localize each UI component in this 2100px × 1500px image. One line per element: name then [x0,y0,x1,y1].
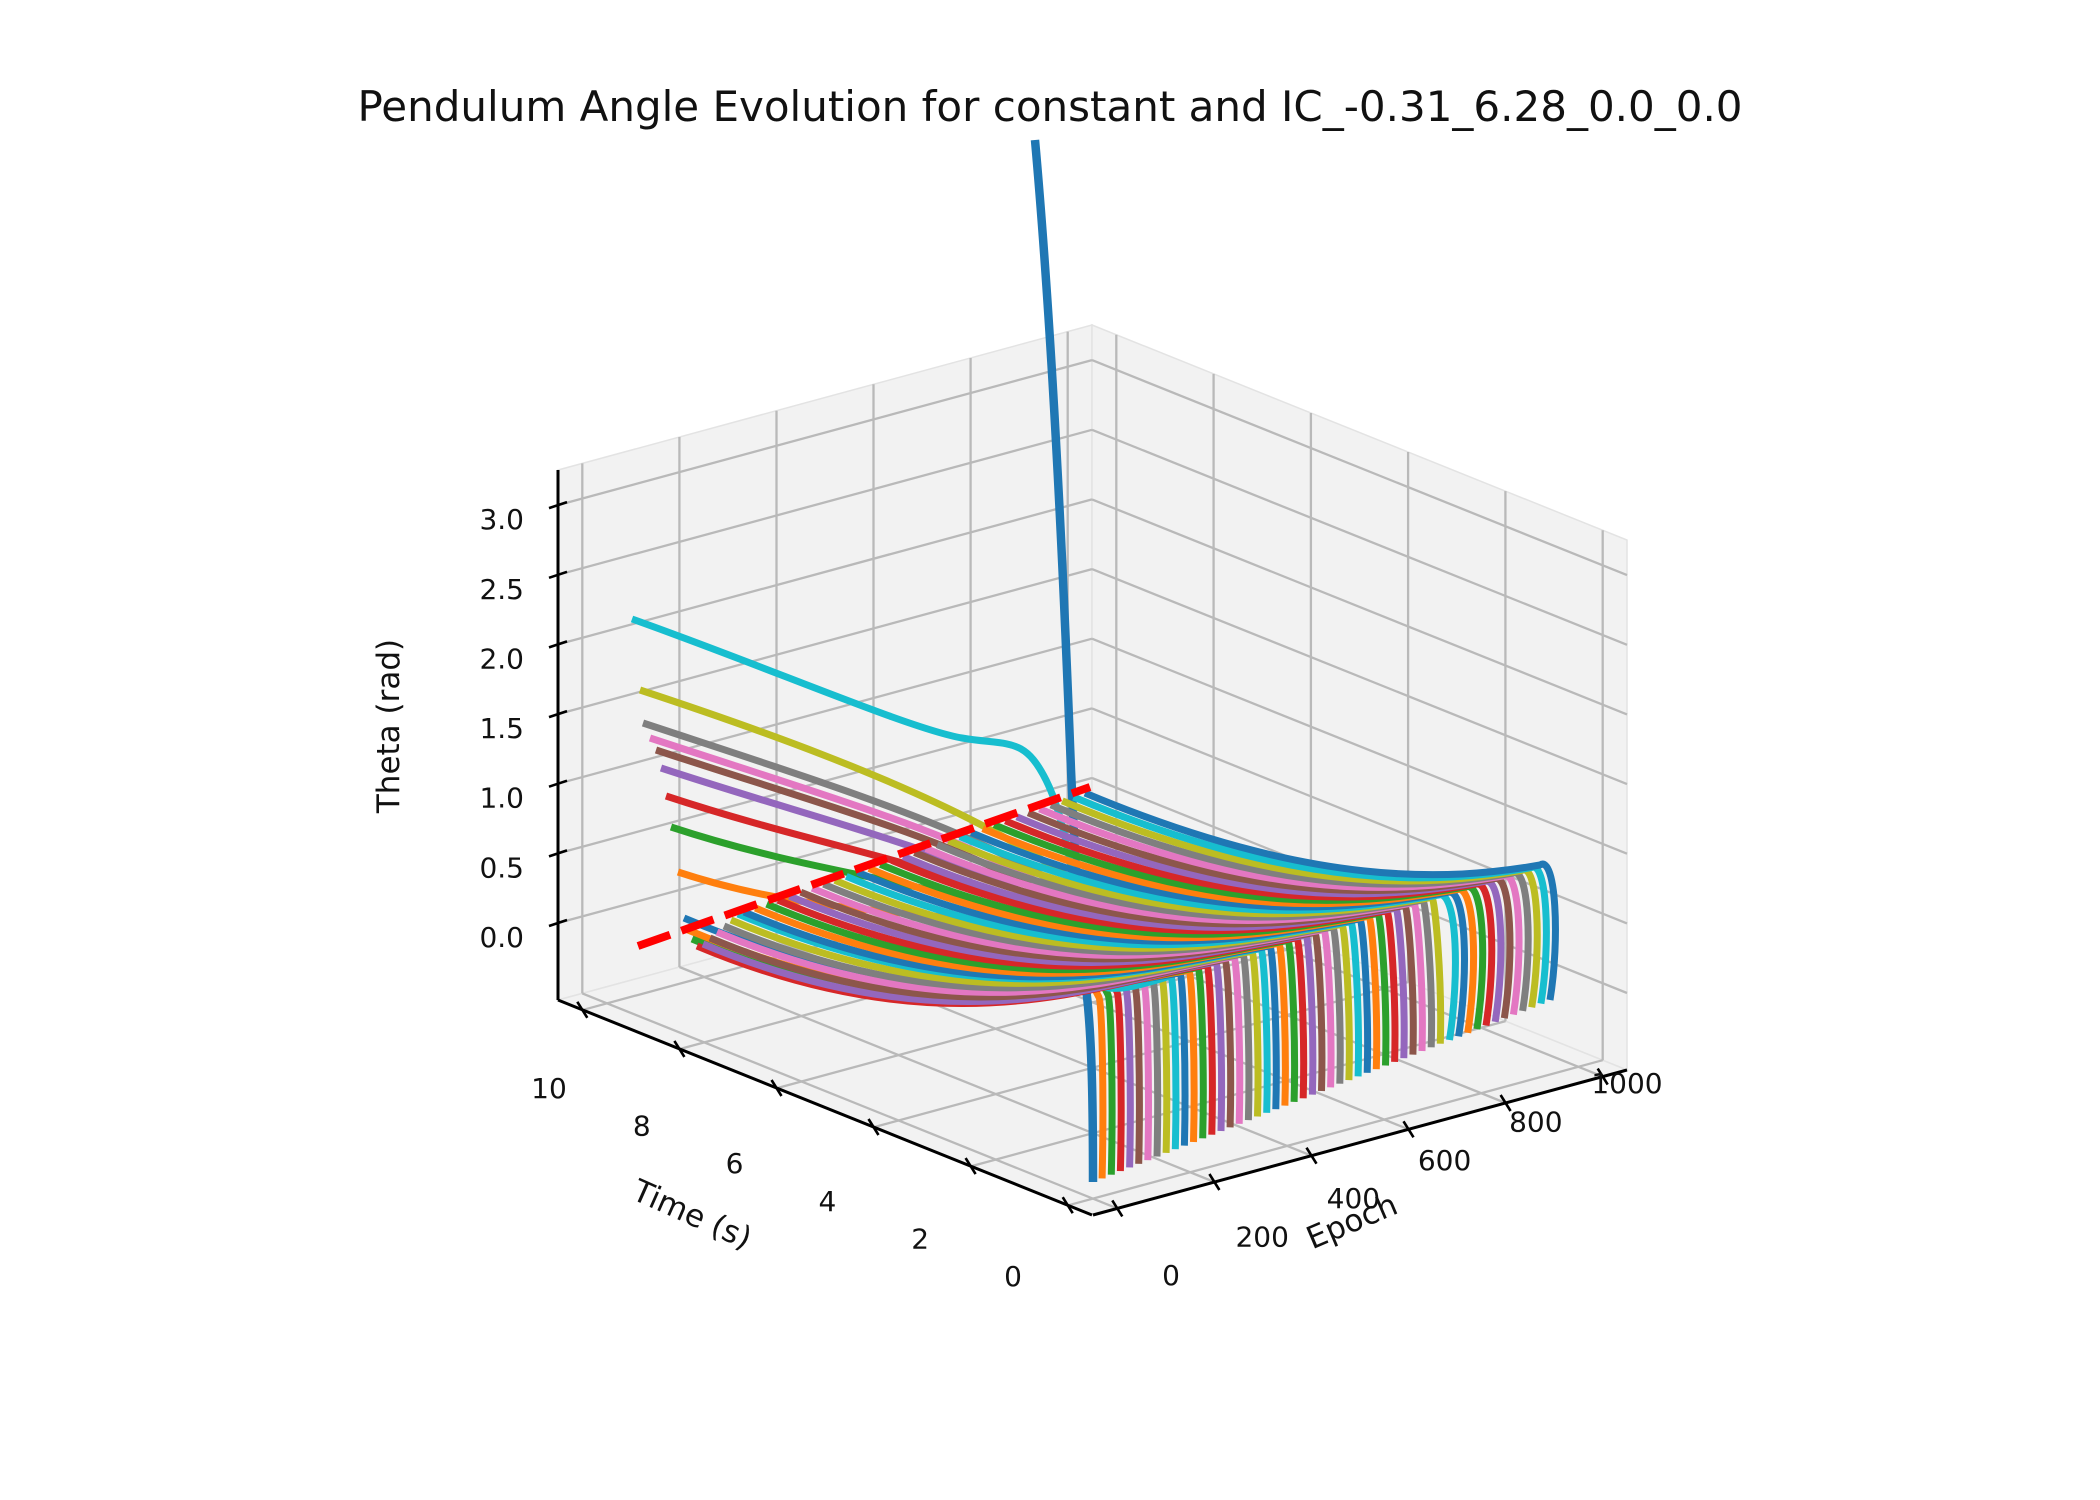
tick-mark [548,570,568,580]
tick-mark [673,1040,686,1058]
tick-label: 1.0 [479,782,524,815]
tick-mark [867,1118,880,1136]
tick-mark [1499,1094,1512,1112]
tick-label: 0.0 [479,921,524,954]
tick-mark [548,709,568,719]
grid-line [557,428,1093,576]
tick-label: 200 [1235,1221,1288,1254]
tick-mark [548,849,568,858]
trajectory-epoch-0 [1030,139,1098,1183]
tick-mark [1402,1120,1415,1138]
tick-label: 1000 [1591,1067,1662,1100]
tick-label: 800 [1509,1105,1562,1138]
tick-label: 3.0 [479,503,524,536]
tick-label: 2 [911,1222,929,1255]
tick-mark [1061,1196,1074,1214]
grid-line [1091,707,1628,925]
grid-line [557,776,1093,925]
grid-line [581,992,1118,1210]
axis-spines [556,470,1628,1217]
axis-ticks [548,500,1609,1218]
x-axis-label: Time (s) [626,1172,757,1257]
tick-label: 2.5 [479,573,524,606]
epoch-axis-spine [1092,1068,1628,1217]
grid-line [1091,359,1628,577]
z-axis-label: Theta (rad) [371,639,407,814]
grid-line [678,965,1215,1184]
reference-dashed-line [636,783,1092,950]
reference-line [636,783,1092,950]
grid-line [777,941,1312,1090]
tick-mark [1596,1067,1609,1086]
grid-line [1091,568,1628,786]
grid-line [557,498,1093,646]
chart-title: Pendulum Angle Evolution for constant an… [357,82,1743,131]
grid-line [557,358,1093,507]
tick-label: 0 [1004,1260,1022,1293]
grid-line [557,637,1093,785]
tick-label: 1.5 [479,712,524,745]
tick-mark [548,640,568,649]
tick-label: 600 [1418,1144,1471,1177]
grid-line [1068,1059,1604,1207]
tick-label: 400 [1327,1182,1380,1215]
tick-label: 8 [633,1110,651,1143]
tick-mark [576,1001,589,1019]
trajectory-curves [630,139,1559,1183]
tick-mark [1305,1147,1318,1165]
tick-mark [770,1079,783,1097]
grid-line [1091,428,1628,646]
tick-label: 4 [818,1185,836,1218]
tick-label: 0 [1162,1259,1180,1292]
tick-mark [1208,1173,1221,1191]
tick-mark [548,500,568,510]
time-axis-spine [557,998,1093,1217]
tick-label: 0.5 [479,851,524,884]
grid-line [1091,498,1628,716]
tick-mark [964,1157,977,1175]
tick-mark [548,779,568,788]
tick-label: 10 [531,1072,567,1105]
tick-label: 2.0 [479,642,524,675]
grid-line [1091,637,1628,855]
tick-label: 6 [726,1147,744,1180]
tick-mark [1111,1199,1124,1218]
trajectory-epoch-1000 [1083,789,1559,1001]
tick-mark [548,918,568,928]
